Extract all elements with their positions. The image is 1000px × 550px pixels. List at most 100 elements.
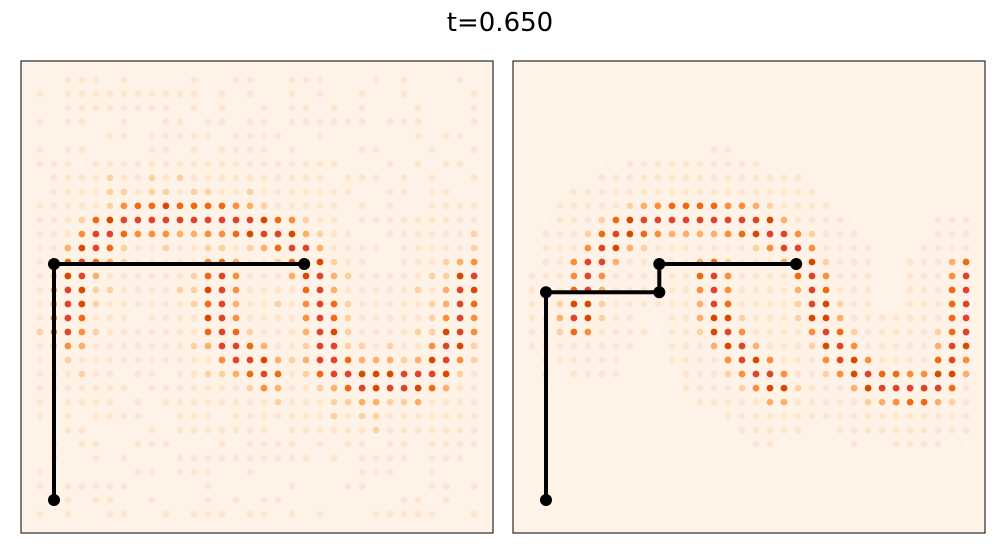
scatter-point (920, 370, 928, 378)
scatter-point (696, 300, 704, 308)
scatter-point (162, 188, 170, 196)
scatter-point (204, 216, 212, 224)
scatter-point (752, 286, 760, 294)
scatter-point (148, 314, 156, 322)
scatter-point (808, 440, 816, 448)
scatter-point (372, 440, 380, 448)
scatter-point (822, 258, 830, 266)
scatter-point (864, 314, 872, 322)
scatter-point (288, 398, 296, 406)
scatter-point (682, 314, 690, 322)
scatter-point (822, 370, 830, 378)
scatter-point (470, 482, 478, 490)
scatter-point (456, 160, 464, 168)
scatter-point (738, 202, 746, 210)
scatter-point (428, 174, 436, 182)
scatter-point (176, 216, 184, 224)
scatter-point (120, 468, 128, 476)
scatter-point (106, 216, 114, 224)
scatter-point (710, 384, 718, 392)
scatter-point (386, 188, 394, 196)
scatter-point (640, 314, 648, 322)
scatter-point (906, 398, 914, 406)
scatter-point (274, 384, 282, 392)
scatter-point (386, 356, 394, 364)
scatter-point (190, 188, 198, 196)
scatter-point (640, 300, 648, 308)
scatter-point (612, 314, 620, 322)
scatter-point (640, 230, 648, 238)
scatter-point (668, 356, 676, 364)
scatter-point (948, 216, 956, 224)
scatter-point (808, 314, 816, 322)
scatter-point (218, 272, 226, 280)
scatter-point (822, 286, 830, 294)
scatter-point (948, 370, 956, 378)
scatter-point (204, 314, 212, 322)
scatter-point (218, 356, 226, 364)
scatter-point (668, 342, 676, 350)
scatter-point (584, 188, 592, 196)
scatter-point (400, 342, 408, 350)
scatter-point (456, 384, 464, 392)
scatter-point (148, 440, 156, 448)
scatter-point (612, 188, 620, 196)
scatter-point (106, 230, 114, 238)
scatter-point (414, 510, 422, 518)
scatter-point (456, 440, 464, 448)
scatter-point (948, 426, 956, 434)
scatter-point (162, 370, 170, 378)
scatter-point (780, 244, 788, 252)
scatter-point (584, 216, 592, 224)
scatter-point (92, 216, 100, 224)
scatter-point (36, 230, 44, 238)
scatter-point (892, 328, 900, 336)
scatter-point (682, 216, 690, 224)
scatter-point (696, 244, 704, 252)
scatter-point (414, 104, 422, 112)
scatter-point (372, 328, 380, 336)
scatter-point (920, 244, 928, 252)
plot-background (513, 61, 985, 533)
scatter-point (794, 272, 802, 280)
scatter-point (598, 216, 606, 224)
scatter-point (710, 174, 718, 182)
scatter-point (106, 314, 114, 322)
scatter-point (766, 188, 774, 196)
scatter-point (400, 76, 408, 84)
scatter-point (528, 328, 536, 336)
scatter-point (934, 202, 942, 210)
scatter-point (260, 146, 268, 154)
scatter-point (372, 342, 380, 350)
scatter-point (92, 300, 100, 308)
scatter-point (428, 272, 436, 280)
scatter-point (442, 216, 450, 224)
scatter-point (920, 426, 928, 434)
scatter-point (794, 230, 802, 238)
scatter-point (204, 174, 212, 182)
scatter-point (962, 426, 970, 434)
scatter-point (598, 174, 606, 182)
scatter-point (148, 384, 156, 392)
scatter-point (752, 426, 760, 434)
scatter-point (836, 230, 844, 238)
scatter-point (906, 440, 914, 448)
scatter-point (794, 286, 802, 294)
scatter-point (752, 412, 760, 420)
scatter-point (386, 244, 394, 252)
scatter-point (542, 272, 550, 280)
scatter-point (470, 90, 478, 98)
scatter-point (400, 300, 408, 308)
scatter-point (752, 230, 760, 238)
scatter-point (442, 412, 450, 420)
scatter-point (654, 328, 662, 336)
scatter-point (626, 300, 634, 308)
scatter-point (148, 356, 156, 364)
scatter-point (528, 370, 536, 378)
scatter-point (302, 104, 310, 112)
scatter-point (92, 370, 100, 378)
scatter-point (302, 454, 310, 462)
scatter-point (148, 286, 156, 294)
scatter-point (612, 272, 620, 280)
scatter-point (920, 300, 928, 308)
